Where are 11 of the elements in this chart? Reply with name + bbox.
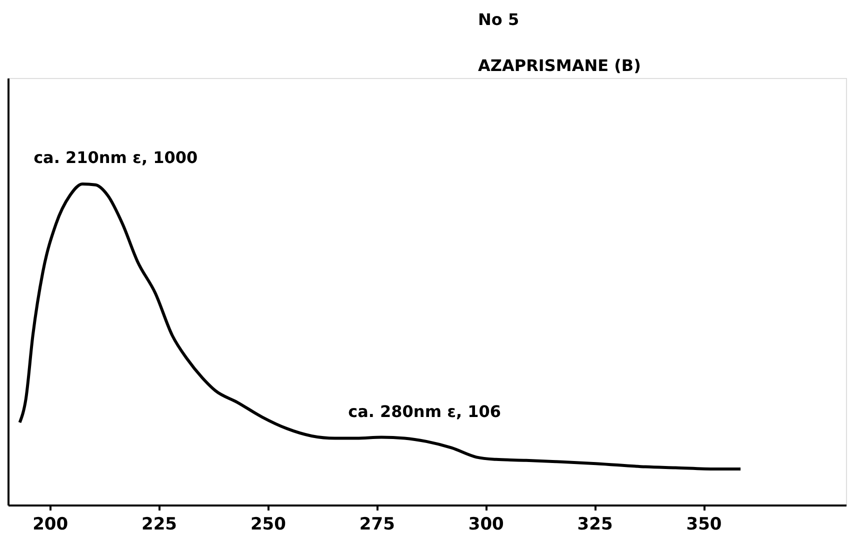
x-tick-label: 200	[32, 514, 68, 534]
x-tick-label: 250	[250, 514, 286, 534]
x-tick-label: 300	[468, 514, 504, 534]
x-tick-label: 225	[142, 514, 178, 534]
x-tick-label: 325	[577, 514, 613, 534]
x-tick-label: 275	[359, 514, 395, 534]
chart-title: No 5	[478, 10, 520, 29]
chart-subtitle: AZAPRISMANE (B)	[478, 56, 641, 75]
annotation: ca. 210nm ε, 1000	[34, 148, 198, 167]
annotation: ca. 280nm ε, 106	[348, 402, 502, 422]
x-tick-label: 350	[686, 514, 722, 534]
